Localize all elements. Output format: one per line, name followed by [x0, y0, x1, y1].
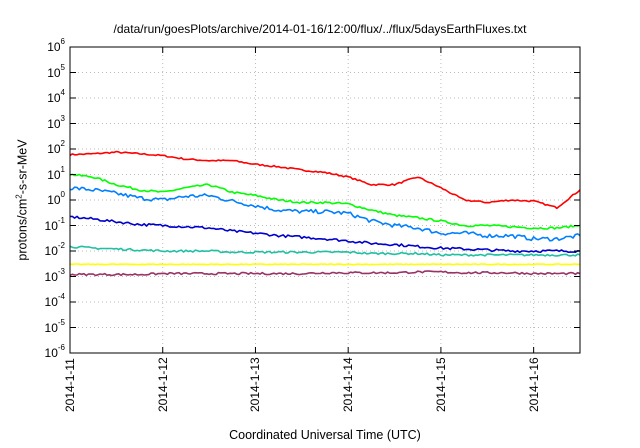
y-tick-label: 100 — [47, 189, 65, 207]
y-tick-label: 104 — [47, 87, 65, 105]
tick-marks — [69, 46, 580, 354]
chart-title: /data/run/goesPlots/archive/2014-01-16/1… — [113, 22, 527, 36]
x-axis-label: Coordinated Universal Time (UTC) — [229, 428, 421, 442]
y-tick-label: 10-6 — [44, 342, 65, 360]
y-tick-label: 105 — [47, 62, 65, 80]
y-tick-label: 10-3 — [44, 266, 65, 284]
series-line-2 — [69, 186, 581, 242]
y-tick-label: 106 — [47, 36, 65, 54]
y-tick-label: 10-4 — [44, 291, 65, 309]
plot-area — [69, 150, 581, 277]
x-tick-label: 2014-1-15 — [433, 357, 448, 412]
series-line-5 — [69, 263, 581, 266]
y-tick-label: 101 — [47, 164, 65, 182]
y-tick-label: 102 — [47, 138, 65, 156]
y-tick-label: 10-1 — [44, 215, 65, 233]
y-tick-label: 10-2 — [44, 240, 65, 258]
series-line-4 — [69, 245, 581, 257]
x-tick-label: 2014-1-12 — [155, 357, 170, 412]
series-line-0 — [69, 150, 581, 210]
x-tick-label: 2014-1-11 — [63, 358, 77, 412]
series-line-1 — [69, 173, 581, 230]
x-tick-label: 2014-1-13 — [248, 357, 263, 412]
y-tick-label: 103 — [47, 113, 65, 131]
x-tick-label: 2014-1-14 — [341, 357, 356, 412]
series-line-3 — [69, 215, 581, 254]
x-tick-label: 2014-1-16 — [526, 357, 541, 412]
series-line-6 — [69, 270, 581, 277]
y-axis-label: protons/cm2-s-sr-MeV — [14, 139, 30, 261]
y-tick-label: 10-5 — [44, 317, 65, 335]
